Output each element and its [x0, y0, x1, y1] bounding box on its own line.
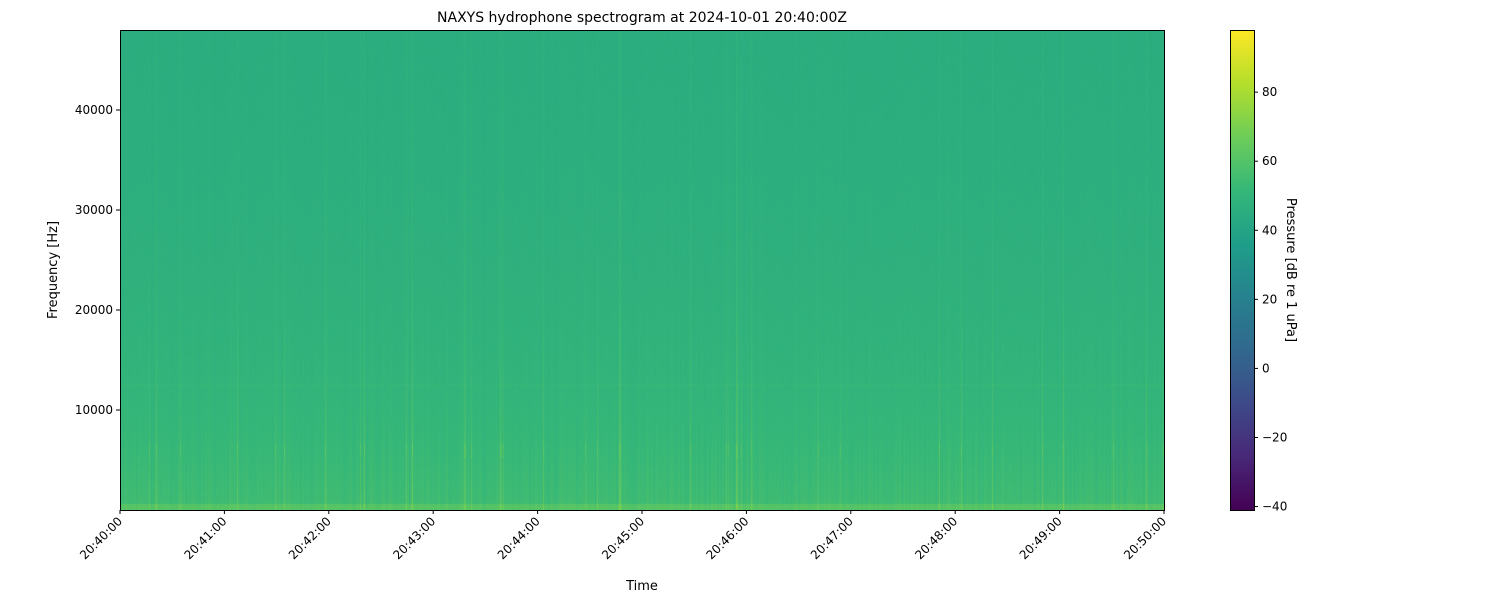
- y-tick-label: 10000: [75, 403, 113, 417]
- x-tick-label: 20:47:00: [808, 514, 856, 562]
- x-tick-label: 20:48:00: [912, 514, 960, 562]
- chart-title: NAXYS hydrophone spectrogram at 2024-10-…: [437, 10, 847, 26]
- y-axis-label: Frequency [Hz]: [46, 221, 61, 319]
- x-tick-label: 20:42:00: [286, 514, 334, 562]
- colorbar-label: Pressure [dB re 1 uPa]: [1283, 198, 1298, 342]
- colorbar-gradient: [1230, 30, 1254, 510]
- colorbar-ticks: −40 −20 0 20 40 60 80: [1254, 85, 1287, 514]
- x-axis-ticks: 20:40:00 20:41:00 20:42:00 20:43:00 20:44:00…: [77, 510, 1169, 562]
- plot-frame: [120, 30, 1165, 511]
- x-tick-label: 20:40:00: [77, 514, 125, 562]
- x-tick-label: 20:50:00: [1121, 514, 1169, 562]
- colorbar-tick-label: 0: [1262, 361, 1270, 375]
- colorbar-tick-label: 40: [1262, 223, 1277, 237]
- x-tick-label: 20:49:00: [1017, 514, 1065, 562]
- colorbar-tick-label: 60: [1262, 154, 1277, 168]
- colorbar-tick-label: −40: [1262, 500, 1287, 514]
- x-tick-label: 20:46:00: [704, 514, 752, 562]
- x-tick-label: 20:41:00: [182, 514, 230, 562]
- x-tick-label: 20:44:00: [495, 514, 543, 562]
- y-tick-label: 30000: [75, 203, 113, 217]
- x-tick-label: 20:43:00: [390, 514, 438, 562]
- x-axis-label: Time: [625, 579, 658, 594]
- colorbar-tick-label: 20: [1262, 292, 1277, 306]
- y-axis-ticks: 10000 20000 30000 40000: [75, 103, 120, 417]
- y-tick-label: 40000: [75, 103, 113, 117]
- spectrogram-image: [120, 30, 1164, 510]
- x-tick-label: 20:45:00: [599, 514, 647, 562]
- colorbar-tick-label: 80: [1262, 85, 1277, 99]
- y-tick-label: 20000: [75, 303, 113, 317]
- colorbar-tick-label: −20: [1262, 430, 1287, 444]
- colorbar-frame: [1230, 30, 1255, 511]
